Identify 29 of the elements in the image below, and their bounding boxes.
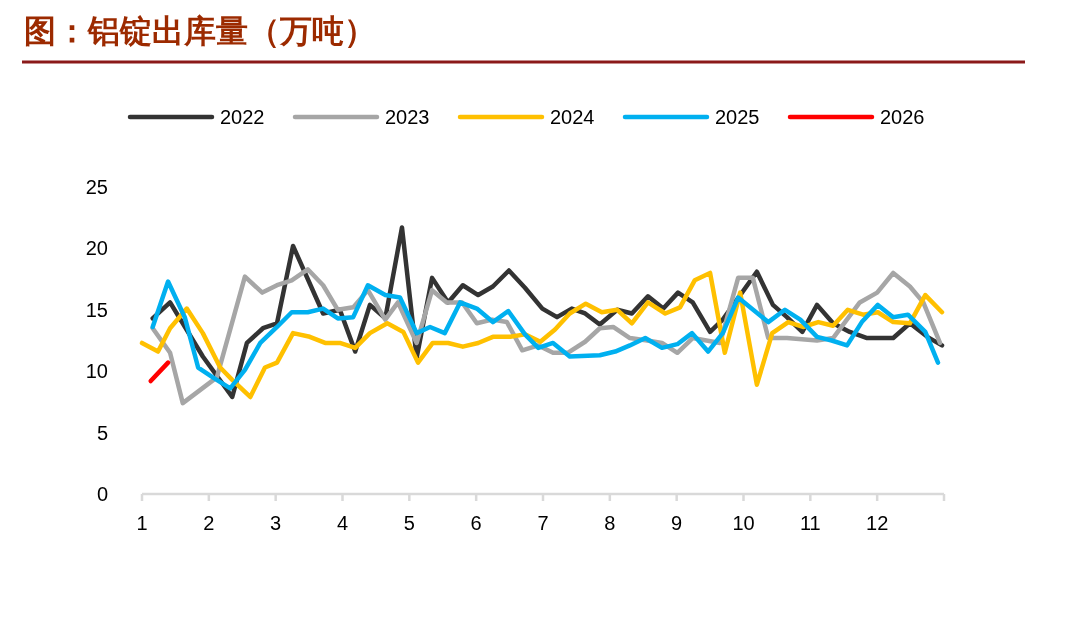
xtick: 3 <box>270 512 282 534</box>
legend-item: 2025 <box>622 106 760 128</box>
title: 图：铝锭出库量（万吨） <box>24 12 376 50</box>
ytick: 0 <box>96 483 108 505</box>
xtick: 8 <box>604 512 616 534</box>
legend-label: 2024 <box>550 106 595 128</box>
legend-label: 2026 <box>880 106 925 128</box>
xtick: 6 <box>470 512 482 534</box>
ytick: 25 <box>85 176 108 198</box>
xtick: 12 <box>866 512 889 534</box>
legend-item: 2023 <box>292 106 430 128</box>
xtick: 9 <box>671 512 683 534</box>
ytick: 10 <box>85 360 108 383</box>
legend-item: 2026 <box>787 106 925 128</box>
xtick: 10 <box>732 512 755 534</box>
legend-label: 2023 <box>385 106 430 128</box>
ytick: 5 <box>96 421 108 444</box>
xtick: 7 <box>537 512 549 534</box>
legend-label: 2025 <box>715 106 760 128</box>
ytick: 15 <box>85 298 108 321</box>
legend-item: 2024 <box>457 106 595 128</box>
xtick: 1 <box>136 512 148 534</box>
xtick: 2 <box>203 512 215 534</box>
legend-item: 2022 <box>127 106 265 128</box>
xtick: 5 <box>403 512 415 534</box>
xtick: 4 <box>336 512 349 534</box>
xtick: 11 <box>799 512 821 534</box>
ytick: 20 <box>85 237 108 260</box>
legend-label: 2022 <box>220 106 265 128</box>
